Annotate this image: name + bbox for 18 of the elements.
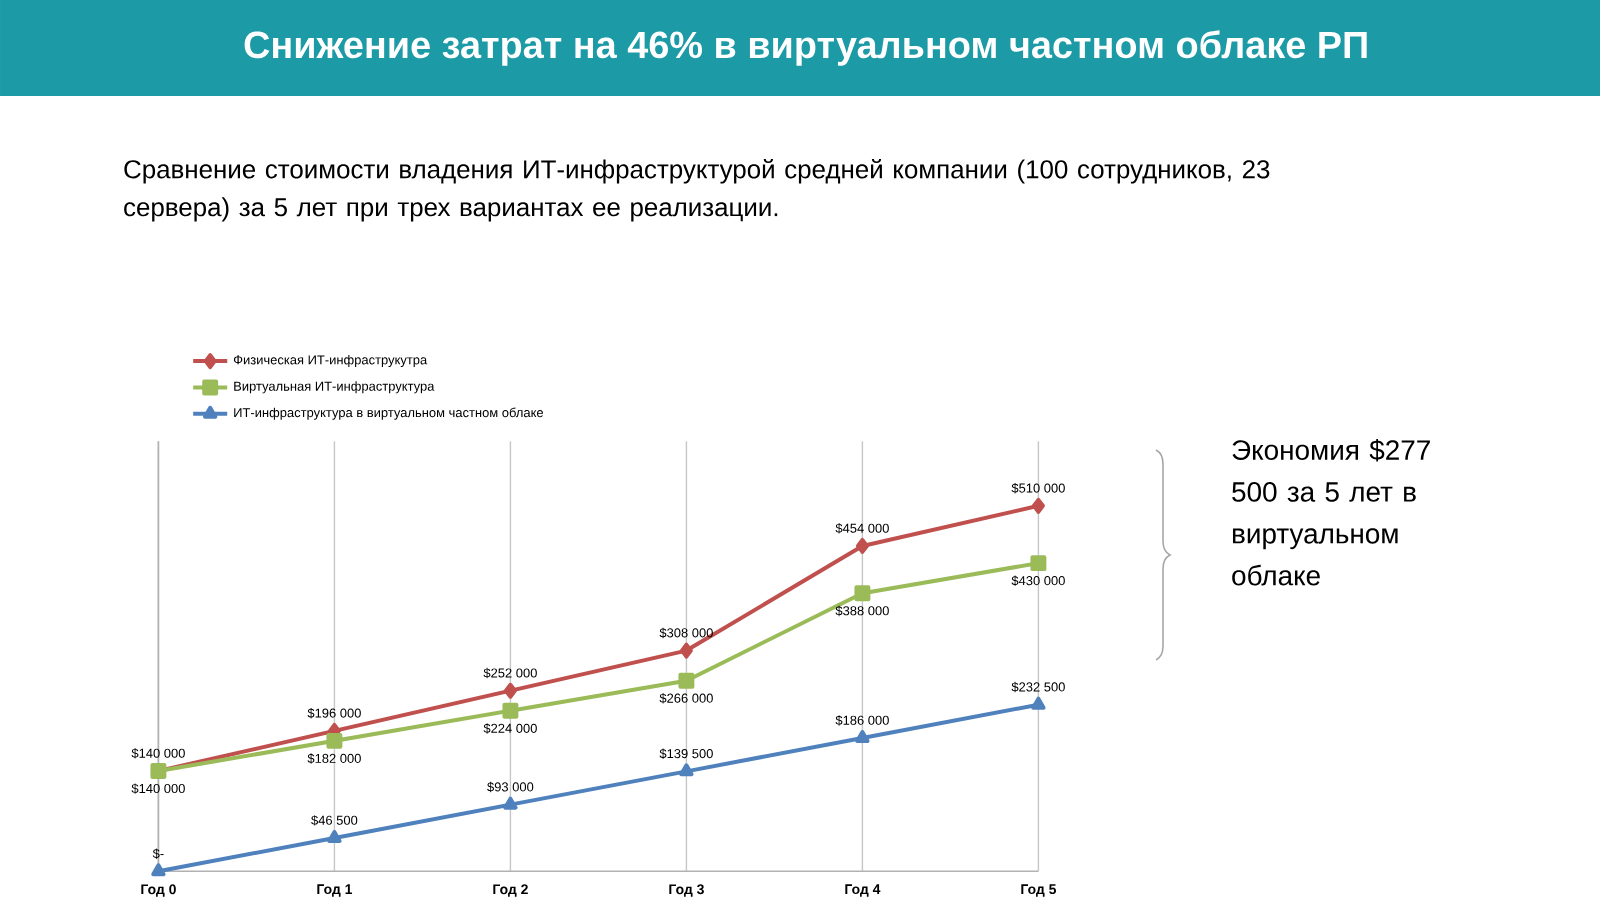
chart-subtitle: Сравнение стоимости владения ИТ-инфраструктурой средней компании (100 сотрудников, 23 сервера) за 5 лет при трех вариантах ее реализации. (124, 159, 1270, 222)
point (502, 702, 519, 719)
point (678, 672, 695, 689)
point (1031, 696, 1046, 710)
text: Экономия $277 500 за 5 лет в виртуальном облаке (1232, 439, 1430, 586)
point (1030, 555, 1047, 572)
point (855, 730, 870, 743)
chart-title: Снижение затрат на 46% в виртуальном частном облаке РП (244, 30, 1367, 66)
point (855, 537, 869, 554)
point (679, 763, 694, 777)
point (679, 642, 693, 659)
point (503, 796, 518, 810)
point (326, 732, 343, 749)
point (151, 863, 166, 877)
point (327, 830, 342, 843)
point (503, 682, 517, 699)
point (854, 585, 871, 602)
point (1031, 497, 1045, 514)
